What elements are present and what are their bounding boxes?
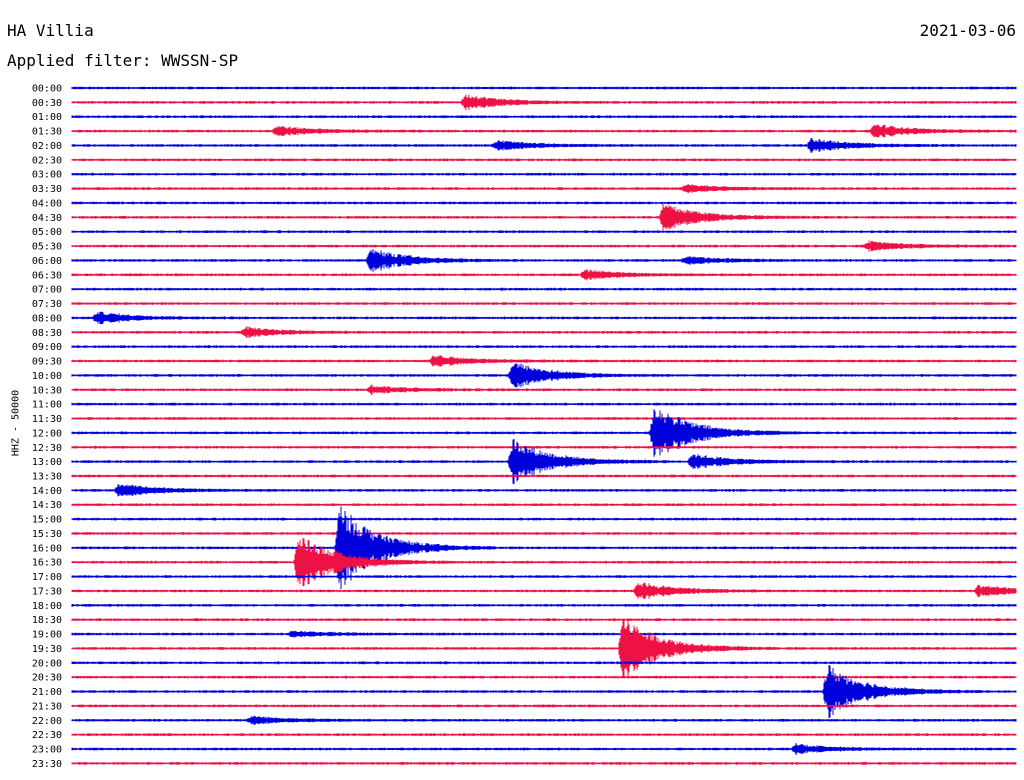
time-tick-label: 22:00	[32, 716, 62, 727]
time-tick-label: 03:30	[32, 184, 62, 195]
time-tick-label: 15:00	[32, 515, 62, 526]
time-tick-label: 00:30	[32, 98, 62, 109]
time-tick-label: 13:30	[32, 471, 62, 482]
time-tick-label: 17:00	[32, 572, 62, 583]
time-tick-label: 19:30	[32, 644, 62, 655]
time-tick-label: 00:00	[32, 84, 62, 95]
time-tick-label: 16:00	[32, 543, 62, 554]
time-tick-label: 10:00	[32, 371, 62, 382]
time-tick-label: 23:30	[32, 759, 62, 770]
time-labels: 00:00 00:30 01:00 01:30 02:00 02:30 03:00 03:30…	[32, 84, 62, 770]
time-tick-label: 01:00	[32, 112, 62, 123]
filter-label: Applied filter: WWSSN-SP	[7, 51, 239, 70]
time-tick-label: 21:30	[32, 701, 62, 712]
time-tick-label: 17:30	[32, 586, 62, 597]
time-tick-label: 08:30	[32, 328, 62, 339]
time-tick-label: 09:30	[32, 357, 62, 368]
time-tick-label: 13:00	[32, 457, 62, 468]
time-tick-label: 12:00	[32, 428, 62, 439]
time-tick-label: 10:30	[32, 385, 62, 396]
time-tick-label: 18:30	[32, 615, 62, 626]
time-tick-label: 23:00	[32, 745, 62, 756]
time-tick-label: 07:00	[32, 285, 62, 296]
seismic-traces	[71, 86, 1017, 765]
time-tick-label: 11:00	[32, 400, 62, 411]
time-tick-label: 12:30	[32, 443, 62, 454]
time-tick-label: 02:00	[32, 141, 62, 152]
time-tick-label: 08:00	[32, 313, 62, 324]
time-tick-label: 05:00	[32, 227, 62, 238]
time-tick-label: 20:00	[32, 658, 62, 669]
time-tick-label: 02:30	[32, 155, 62, 166]
time-tick-label: 14:00	[32, 486, 62, 497]
time-tick-label: 05:30	[32, 242, 62, 253]
time-tick-label: 19:00	[32, 630, 62, 641]
time-tick-label: 11:30	[32, 414, 62, 425]
station-title: HA Villia	[7, 21, 94, 40]
time-tick-label: 22:30	[32, 730, 62, 741]
time-tick-label: 16:30	[32, 558, 62, 569]
time-tick-label: 06:00	[32, 256, 62, 267]
time-tick-label: 14:30	[32, 500, 62, 511]
time-tick-label: 15:30	[32, 529, 62, 540]
time-tick-label: 18:00	[32, 601, 62, 612]
time-tick-label: 04:30	[32, 213, 62, 224]
time-tick-label: 03:00	[32, 170, 62, 181]
time-tick-label: 21:00	[32, 687, 62, 698]
time-tick-label: 09:00	[32, 342, 62, 353]
date-label: 2021-03-06	[919, 21, 1016, 40]
time-tick-label: 06:30	[32, 270, 62, 281]
time-tick-label: 01:30	[32, 127, 62, 138]
time-tick-label: 07:30	[32, 299, 62, 310]
time-tick-label: 20:30	[32, 673, 62, 684]
time-tick-label: 04:00	[32, 198, 62, 209]
